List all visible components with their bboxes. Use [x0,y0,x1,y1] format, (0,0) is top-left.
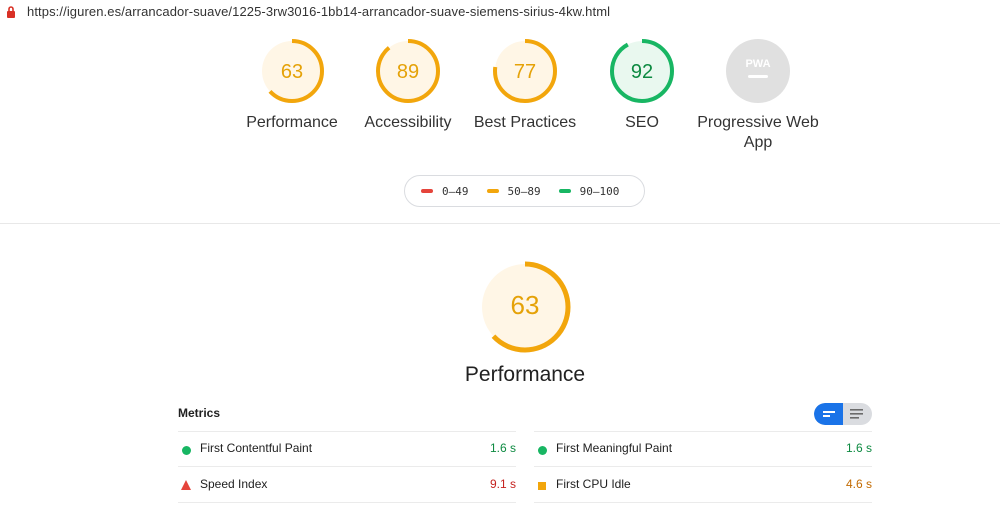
metric-speed-index: Speed Index 9.1 s [178,467,516,501]
metric-value: 9.1 s [489,477,516,491]
metric-first-contentful-paint: First Contentful Paint 1.6 s [178,431,516,465]
legend-item-average: 50–89 [486,184,541,198]
gauge-pwa[interactable]: PWA Progressive Web App [697,38,819,153]
legend-swatch [558,189,571,193]
collapsed-view-button[interactable] [814,403,843,425]
metric-value: 4.6 s [845,477,872,491]
metrics-divider [178,502,516,503]
legend-range: 0–49 [442,184,469,198]
metric-label: First CPU Idle [556,477,631,491]
gauge-seo[interactable]: 92 SEO [582,38,702,133]
metrics-divider [178,431,516,432]
metric-first-cpu-idle: First CPU Idle 4.6 s [534,467,872,501]
gauge-label: SEO [625,114,659,131]
gauge-ring [260,39,324,103]
gauge-label: Accessibility [364,114,452,131]
metric-value: 1.6 s [845,441,872,455]
metrics-divider [178,466,516,467]
metric-label: First Meaningful Paint [556,441,673,455]
performance-score: 63 [510,290,540,320]
category-gauges: 63 Performance 89 Accessibility 77 Best … [0,38,1000,168]
gauge-score: 89 [396,61,420,83]
address-bar[interactable]: https://iguren.es/arrancador-suave/1225-… [0,0,1000,24]
metrics-view-toggle[interactable] [814,403,872,425]
fail-indicator-icon [181,479,191,493]
legend-item-pass: 90–100 [558,184,620,198]
metric-label: Speed Index [200,477,268,491]
metric-first-meaningful-paint: First Meaningful Paint 1.6 s [534,431,872,465]
gauge-ring [610,39,674,103]
gauge-label: Performance [246,114,338,131]
legend-swatch [421,189,433,193]
legend-item-fail: 0–49 [421,185,469,198]
section-divider [0,223,1000,224]
gauge-label: Best Practices [473,114,577,131]
legend-range: 50–89 [507,184,541,198]
metric-value: 1.6 s [489,441,516,455]
gauge-performance[interactable]: 63 Performance [232,38,352,133]
gauge-score: 92 [630,61,654,83]
score-legend: 0–49 50–89 90–100 [404,175,645,207]
average-indicator-icon [538,480,547,494]
metrics-divider [534,502,872,503]
pwa-badge-icon: PWA [726,39,790,103]
url-text[interactable]: https://iguren.es/arrancador-suave/1225-… [27,4,611,19]
gauge-score: 77 [513,61,537,83]
gauge-best-practices[interactable]: 77 Best Practices [465,38,585,133]
gauge-accessibility[interactable]: 89 Accessibility [348,38,468,133]
lock-icon [7,6,15,18]
pass-indicator-icon [182,444,191,458]
legend-swatch [486,189,499,193]
pwa-badge-text: PWA [745,58,770,70]
metric-label: First Contentful Paint [200,441,313,455]
gauge-ring [493,39,557,103]
performance-title: Performance [464,363,586,386]
metrics-heading: Metrics [178,406,221,420]
metrics-divider [534,466,872,467]
collapsed-view-icon [823,411,835,417]
gauge-label: Progressive Web App [697,114,819,151]
metrics-divider [534,431,872,432]
expanded-view-button[interactable] [843,403,872,425]
gauge-score: 63 [280,61,304,83]
performance-gauge [479,261,571,353]
gauge-ring [376,39,440,103]
pass-indicator-icon [538,444,547,458]
legend-range: 90–100 [579,184,620,198]
expanded-view-icon [850,409,863,419]
